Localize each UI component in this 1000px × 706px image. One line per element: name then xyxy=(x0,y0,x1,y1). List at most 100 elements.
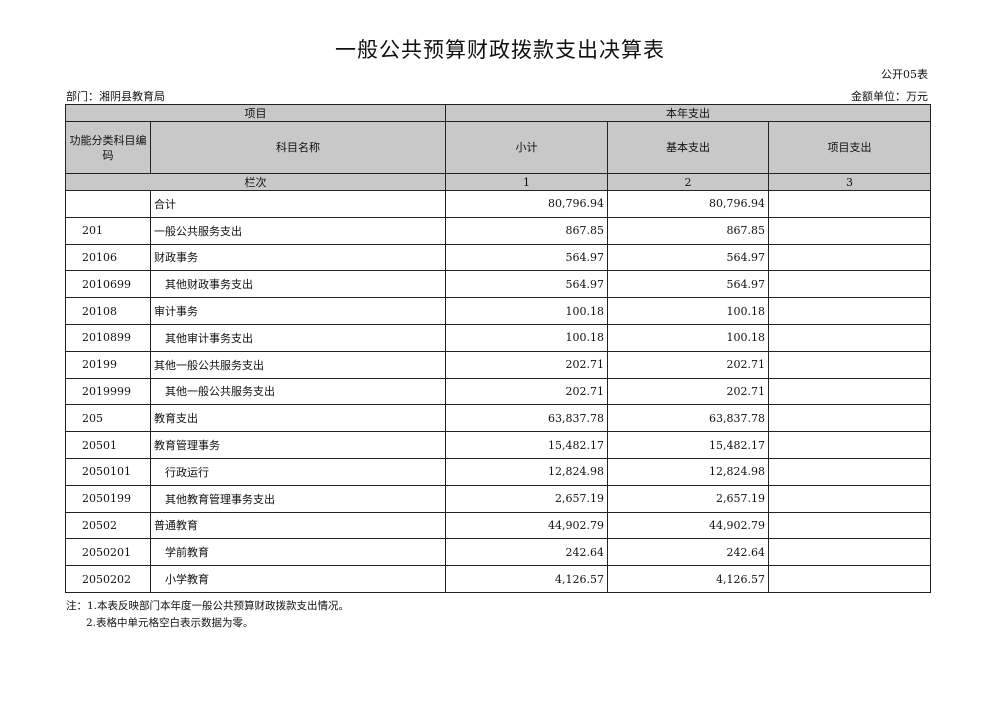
cell-basic: 2,657.19 xyxy=(607,484,769,513)
cell-subtotal: 564.97 xyxy=(445,270,608,299)
cell-project xyxy=(768,404,931,433)
cell-basic: 80,796.94 xyxy=(607,190,769,218)
cell-name: 学前教育 xyxy=(150,538,446,567)
cell-name: 其他财政事务支出 xyxy=(150,270,446,299)
table-row: 2010699 其他财政事务支出 564.97 564.97 xyxy=(65,270,931,299)
table-row: 2050201 学前教育 242.64 242.64 xyxy=(65,538,931,567)
table-row: 2050202 小学教育 4,126.57 4,126.57 xyxy=(65,565,931,593)
cell-name: 教育管理事务 xyxy=(150,431,446,459)
cell-subtotal: 80,796.94 xyxy=(445,190,608,218)
cell-basic: 100.18 xyxy=(607,323,769,352)
page-title: 一般公共预算财政拨款支出决算表 xyxy=(335,38,665,62)
header-current-year: 本年支出 xyxy=(445,104,931,122)
cell-name: 其他一般公共服务支出 xyxy=(150,350,446,379)
table-row: 205 教育支出 63,837.78 63,837.78 xyxy=(65,404,931,433)
cell-code: 2010899 xyxy=(65,323,151,352)
cell-name: 财政事务 xyxy=(150,243,446,272)
cell-code: 205 xyxy=(65,404,151,433)
cell-basic: 242.64 xyxy=(607,538,769,567)
cell-name: 合计 xyxy=(150,190,446,218)
cell-name: 其他审计事务支出 xyxy=(150,323,446,352)
cell-name: 教育支出 xyxy=(150,404,446,433)
cell-subtotal: 202.71 xyxy=(445,377,608,406)
table-row: 20501 教育管理事务 15,482.17 15,482.17 xyxy=(65,431,931,459)
cell-basic: 564.97 xyxy=(607,270,769,299)
header-basic: 基本支出 xyxy=(607,121,769,174)
cell-basic: 12,824.98 xyxy=(607,457,769,486)
table-row: 2050101 行政运行 12,824.98 12,824.98 xyxy=(65,457,931,486)
department-label: 部门：湘阴县教育局 xyxy=(66,90,165,103)
cell-name: 普通教育 xyxy=(150,511,446,540)
table-row: 2010899 其他审计事务支出 100.18 100.18 xyxy=(65,323,931,352)
cell-project xyxy=(768,431,931,459)
header-code: 功能分类科目编码 xyxy=(65,121,151,174)
cell-project xyxy=(768,377,931,406)
header-name: 科目名称 xyxy=(150,121,446,174)
table-row: 20108 审计事务 100.18 100.18 xyxy=(65,297,931,325)
table-row: 2050199 其他教育管理事务支出 2,657.19 2,657.19 xyxy=(65,484,931,513)
cell-code: 2019999 xyxy=(65,377,151,406)
header-project: 项目支出 xyxy=(768,121,931,174)
expenditure-table: 项目 本年支出 功能分类科目编码 科目名称 小计 基本支出 项目支出 栏次 1 … xyxy=(65,104,931,593)
cell-code: 20108 xyxy=(65,297,151,325)
cell-subtotal: 242.64 xyxy=(445,538,608,567)
form-number: 公开05表 xyxy=(881,68,928,81)
cell-code: 201 xyxy=(65,216,151,245)
table-row: 合计 80,796.94 80,796.94 xyxy=(65,190,931,218)
cell-subtotal: 202.71 xyxy=(445,350,608,379)
cell-basic: 100.18 xyxy=(607,297,769,325)
cell-code: 2050199 xyxy=(65,484,151,513)
header-column-index: 栏次 xyxy=(65,173,446,191)
table-row: 2019999 其他一般公共服务支出 202.71 202.71 xyxy=(65,377,931,406)
header-item: 项目 xyxy=(65,104,446,122)
table-row: 20199 其他一般公共服务支出 202.71 202.71 xyxy=(65,350,931,379)
cell-project xyxy=(768,323,931,352)
cell-subtotal: 564.97 xyxy=(445,243,608,272)
header-subtotal: 小计 xyxy=(445,121,608,174)
cell-code: 20501 xyxy=(65,431,151,459)
header-row-3: 栏次 1 2 3 xyxy=(65,173,931,191)
cell-name: 审计事务 xyxy=(150,297,446,325)
cell-basic: 202.71 xyxy=(607,350,769,379)
cell-project xyxy=(768,565,931,593)
cell-subtotal: 100.18 xyxy=(445,297,608,325)
amount-unit-label: 金额单位：万元 xyxy=(851,90,928,103)
cell-basic: 44,902.79 xyxy=(607,511,769,540)
cell-subtotal: 2,657.19 xyxy=(445,484,608,513)
header-col1: 1 xyxy=(445,173,608,191)
cell-basic: 63,837.78 xyxy=(607,404,769,433)
header-row-1: 项目 本年支出 xyxy=(65,104,931,122)
table-row: 20502 普通教育 44,902.79 44,902.79 xyxy=(65,511,931,540)
table-row: 20106 财政事务 564.97 564.97 xyxy=(65,243,931,272)
cell-project xyxy=(768,538,931,567)
cell-subtotal: 44,902.79 xyxy=(445,511,608,540)
header-col3: 3 xyxy=(768,173,931,191)
cell-code: 2010699 xyxy=(65,270,151,299)
cell-code xyxy=(65,190,151,218)
cell-project xyxy=(768,457,931,486)
header-row-2: 功能分类科目编码 科目名称 小计 基本支出 项目支出 xyxy=(65,121,931,174)
note-1: 注：1.本表反映部门本年度一般公共预算财政拨款支出情况。 xyxy=(66,600,350,612)
cell-basic: 15,482.17 xyxy=(607,431,769,459)
cell-subtotal: 15,482.17 xyxy=(445,431,608,459)
cell-project xyxy=(768,484,931,513)
cell-name: 行政运行 xyxy=(150,457,446,486)
cell-subtotal: 867.85 xyxy=(445,216,608,245)
cell-code: 2050202 xyxy=(65,565,151,593)
cell-project xyxy=(768,216,931,245)
cell-name: 一般公共服务支出 xyxy=(150,216,446,245)
cell-project xyxy=(768,243,931,272)
cell-project xyxy=(768,350,931,379)
cell-code: 2050201 xyxy=(65,538,151,567)
cell-basic: 564.97 xyxy=(607,243,769,272)
cell-code: 20502 xyxy=(65,511,151,540)
cell-name: 其他教育管理事务支出 xyxy=(150,484,446,513)
cell-basic: 867.85 xyxy=(607,216,769,245)
cell-basic: 4,126.57 xyxy=(607,565,769,593)
note-2: 2.表格中单元格空白表示数据为零。 xyxy=(86,617,254,629)
cell-project xyxy=(768,190,931,218)
cell-name: 小学教育 xyxy=(150,565,446,593)
table-row: 201 一般公共服务支出 867.85 867.85 xyxy=(65,216,931,245)
cell-subtotal: 63,837.78 xyxy=(445,404,608,433)
cell-subtotal: 4,126.57 xyxy=(445,565,608,593)
